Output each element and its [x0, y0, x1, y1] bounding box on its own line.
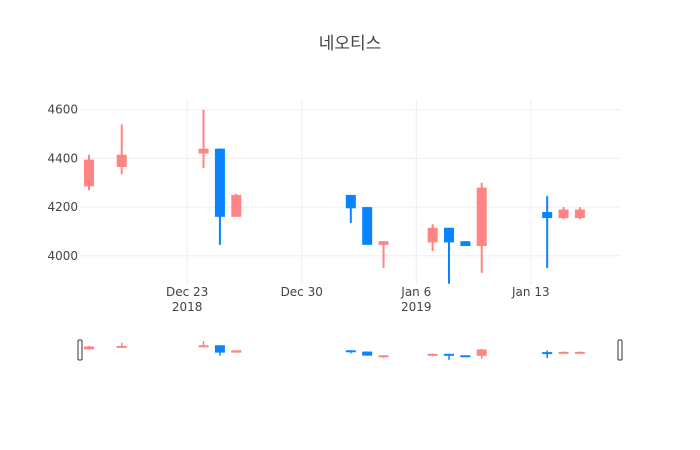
candle-body	[427, 227, 438, 243]
range-slider[interactable]	[77, 339, 623, 361]
y-tick-label: 4600	[47, 103, 78, 117]
slider-candle-body	[476, 349, 487, 356]
y-axis: 4000 4200 4400 4600	[47, 103, 78, 263]
candle-body	[558, 209, 569, 219]
slider-candle-body	[362, 351, 373, 356]
x-tick-year-label: 2018	[172, 300, 203, 314]
candle-body	[231, 194, 242, 217]
y-tick-label: 4000	[47, 249, 78, 263]
candle-body	[362, 207, 373, 245]
slider-candle-body	[214, 345, 225, 353]
chart-title: 네오티스	[319, 34, 382, 54]
x-tick-label: Dec 30	[281, 285, 323, 299]
slider-candle-body	[558, 351, 569, 354]
candle-layer	[84, 109, 585, 284]
slider-candle-body	[427, 353, 438, 356]
x-tick-label: Dec 23	[166, 285, 208, 299]
candle-body	[84, 159, 94, 187]
slider-candle-body	[460, 355, 471, 358]
slider-left-handle[interactable]	[77, 339, 83, 361]
candle-body	[476, 187, 487, 247]
slider-candle-body	[444, 353, 454, 356]
slider-candle-body	[542, 352, 553, 355]
slider-track[interactable]	[80, 339, 620, 361]
y-tick-label: 4200	[47, 200, 78, 214]
slider-candle-body	[84, 346, 94, 350]
candle-body	[460, 241, 471, 247]
slider-candle-body	[574, 351, 585, 354]
x-tick-label: Jan 13	[511, 285, 550, 299]
slider-right-handle[interactable]	[617, 339, 623, 361]
candle-body	[378, 241, 389, 245]
candle-body	[214, 148, 225, 217]
slider-candle-body	[198, 345, 209, 348]
candle-body	[116, 154, 127, 167]
candle-body	[444, 227, 454, 243]
x-tick-label: Jan 6	[400, 285, 431, 299]
slider-candle-body	[231, 350, 242, 353]
grid-layer	[80, 100, 620, 285]
candle-body	[198, 148, 209, 154]
x-tick-year-label: 2019	[401, 300, 432, 314]
candle-body	[345, 194, 356, 209]
y-tick-label: 4400	[47, 151, 78, 165]
slider-candle-body	[345, 350, 356, 353]
slider-candle-body	[116, 345, 127, 348]
candle-body	[542, 211, 553, 219]
candle-body	[574, 209, 585, 219]
slider-candle-body	[378, 355, 389, 358]
